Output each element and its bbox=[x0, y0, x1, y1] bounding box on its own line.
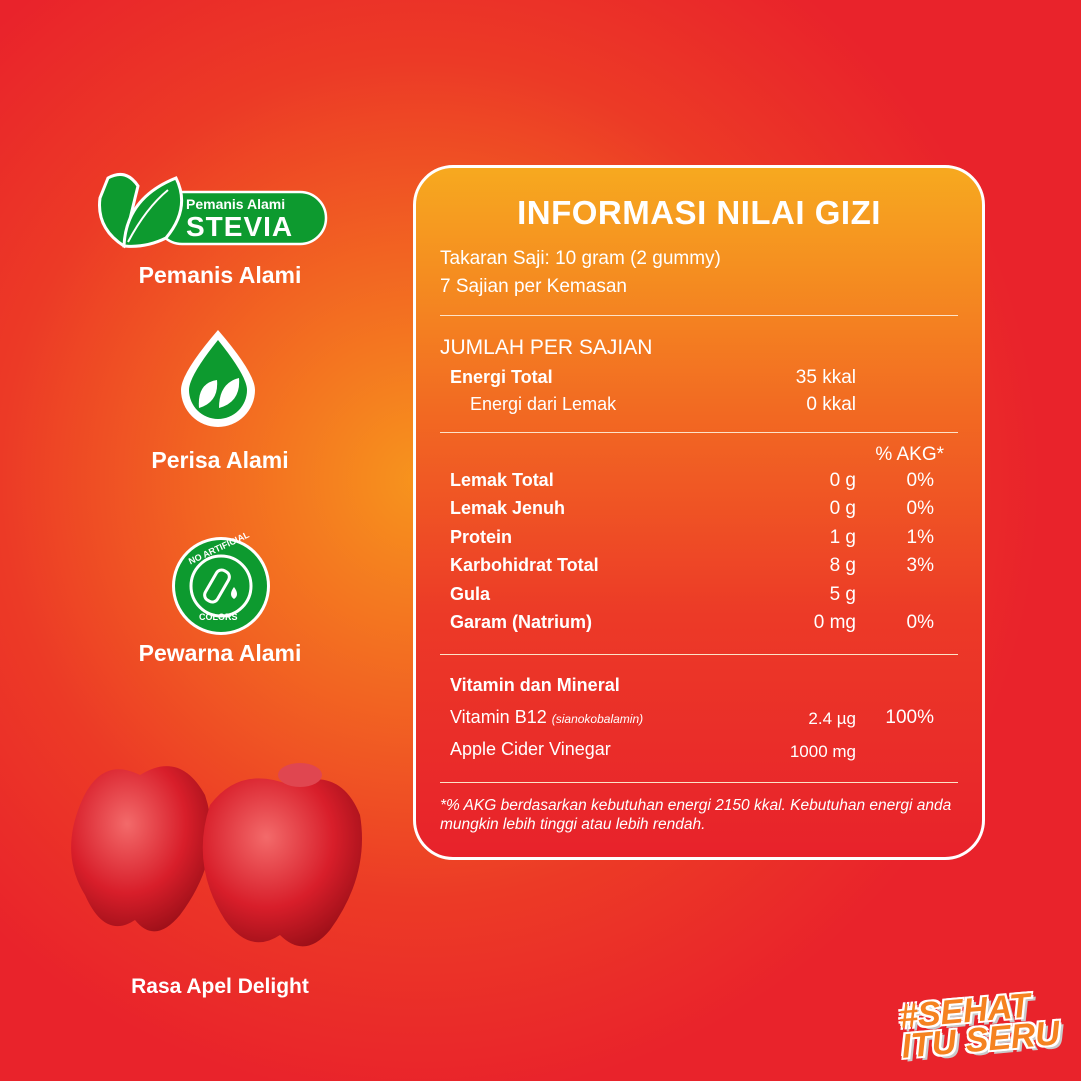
nutrient-value: 0 g bbox=[829, 470, 856, 491]
divider bbox=[440, 782, 958, 783]
nutrient-value: 1 g bbox=[829, 527, 856, 548]
stevia-badge: Pemanis Alami STEVIA bbox=[96, 168, 331, 255]
nutrient-label: Garam (Natrium) bbox=[450, 612, 593, 632]
nutrient-label: Gula bbox=[450, 584, 491, 604]
vitamin-b12-value: 2.4 µg bbox=[808, 709, 856, 728]
stevia-leaf-icon bbox=[98, 172, 328, 249]
vitamins-heading: Vitamin dan Mineral bbox=[450, 675, 620, 695]
servings-per-pack: 7 Sajian per Kemasan bbox=[440, 276, 627, 297]
energy-total-value: 35 kkal bbox=[795, 367, 856, 388]
vitamin-b12-akg: 100% bbox=[885, 707, 934, 728]
energy-fat-value: 0 kkal bbox=[806, 394, 856, 415]
feature-label-color: Pewarna Alami bbox=[138, 640, 302, 666]
nutrient-label: Lemak Total bbox=[450, 470, 554, 490]
nutrient-label: Lemak Jenuh bbox=[450, 498, 566, 518]
divider bbox=[440, 654, 958, 655]
stevia-badge-main: STEVIA bbox=[186, 211, 294, 242]
divider bbox=[440, 315, 958, 316]
nutrition-facts-panel: INFORMASI NILAI GIZI Takaran Saji: 10 gr… bbox=[413, 165, 985, 860]
product-flavor: Rasa Apel Delight bbox=[131, 975, 309, 998]
nutrient-label: Protein bbox=[450, 527, 513, 547]
apple-gummies-image bbox=[71, 763, 362, 947]
hashtag-logo: #SEHAT ITU SERU bbox=[897, 987, 1061, 1066]
stevia-badge-top: Pemanis Alami bbox=[186, 196, 286, 212]
nutrient-value: 0 g bbox=[829, 498, 856, 519]
vitamin-label: Vitamin B12 bbox=[450, 707, 547, 727]
nutrient-label: Karbohidrat Total bbox=[450, 555, 599, 575]
nutrient-akg: 0% bbox=[906, 612, 934, 633]
per-serving-heading: JUMLAH PER SAJIAN bbox=[440, 336, 653, 359]
divider bbox=[440, 432, 958, 433]
test-tube-icon bbox=[172, 537, 270, 635]
nutrient-akg: 0% bbox=[906, 470, 934, 491]
badge-text-bottom: COLORS bbox=[199, 612, 238, 622]
nutrient-value: 5 g bbox=[829, 584, 856, 605]
nutrient-value: 8 g bbox=[829, 555, 856, 576]
serving-size: Takaran Saji: 10 gram (2 gummy) bbox=[440, 248, 721, 269]
nutrient-akg: 0% bbox=[906, 498, 934, 519]
energy-fat-label: Energi dari Lemak bbox=[470, 394, 617, 414]
nutrient-value: 0 mg bbox=[813, 612, 856, 633]
footnote: *% AKG berdasarkan kebutuhan energi 2150… bbox=[440, 797, 952, 833]
feature-label-flavor: Perisa Alami bbox=[151, 447, 289, 473]
leaf-drop-icon bbox=[181, 330, 255, 427]
akg-header: % AKG* bbox=[875, 444, 944, 465]
nutrient-akg: 1% bbox=[906, 527, 934, 548]
acv-value: 1000 mg bbox=[789, 742, 856, 761]
vitamin-sub: (sianokobalamin) bbox=[551, 712, 644, 726]
nutrient-akg: 3% bbox=[906, 555, 934, 576]
energy-total-label: Energi Total bbox=[450, 367, 553, 387]
vitamin-b12-label: Vitamin B12 (sianokobalamin) bbox=[450, 707, 643, 728]
acv-label: Apple Cider Vinegar bbox=[450, 739, 611, 759]
nutrition-title: INFORMASI NILAI GIZI bbox=[517, 194, 881, 231]
feature-label-sweetener: Pemanis Alami bbox=[138, 262, 302, 288]
